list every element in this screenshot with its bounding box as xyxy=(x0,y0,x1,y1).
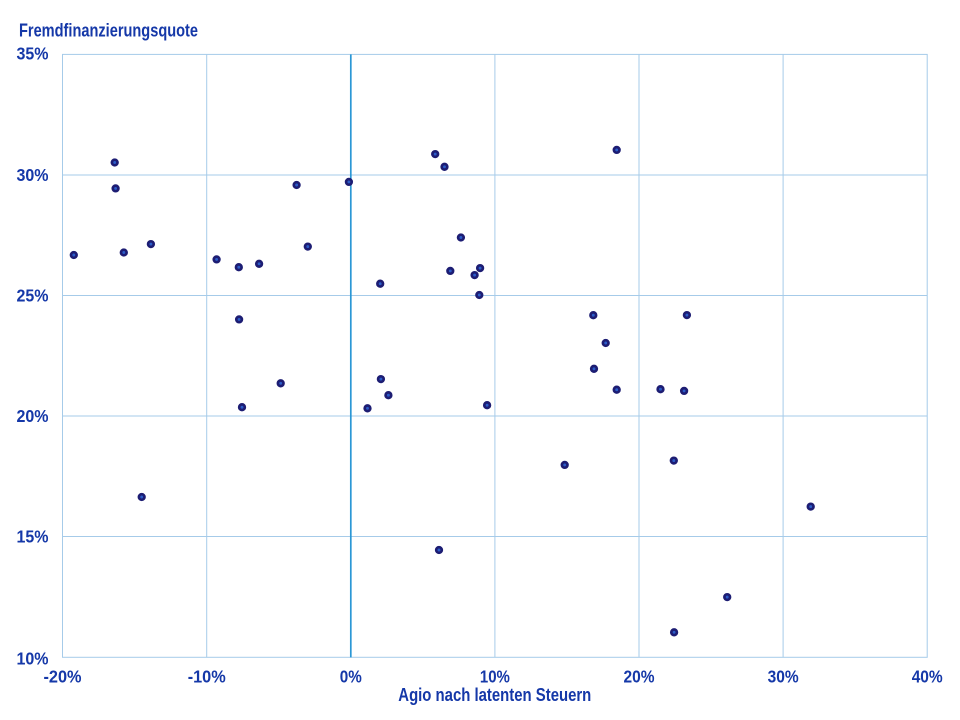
svg-text:10%: 10% xyxy=(480,667,510,687)
svg-text:30%: 30% xyxy=(768,667,799,687)
svg-text:20%: 20% xyxy=(624,667,655,687)
svg-text:20%: 20% xyxy=(17,406,49,426)
svg-text:-20%: -20% xyxy=(44,667,82,687)
svg-text:Fremdfinanzierungsquote: Fremdfinanzierungsquote xyxy=(19,20,198,41)
svg-text:35%: 35% xyxy=(17,44,49,64)
svg-text:25%: 25% xyxy=(17,286,49,306)
svg-text:15%: 15% xyxy=(17,527,49,547)
svg-text:-10%: -10% xyxy=(188,667,226,687)
svg-text:Agio nach latenten Steuern: Agio nach latenten Steuern xyxy=(398,684,591,705)
svg-text:10%: 10% xyxy=(17,649,49,669)
svg-text:40%: 40% xyxy=(912,667,943,687)
svg-text:0%: 0% xyxy=(340,667,362,687)
svg-text:30%: 30% xyxy=(17,165,49,185)
